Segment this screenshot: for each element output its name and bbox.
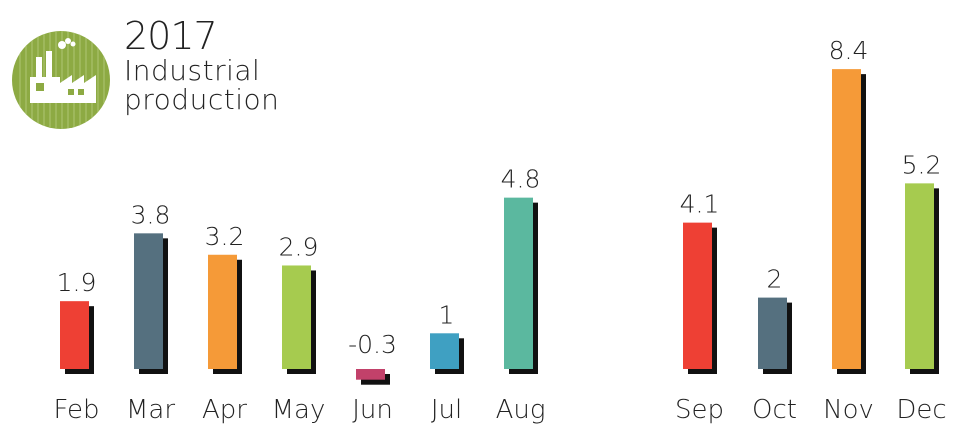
- bar-may: [282, 265, 311, 369]
- category-label-jul: Jul: [431, 395, 462, 425]
- title-block: 2017 Industrial production: [124, 16, 279, 114]
- category-label-mar: Mar: [126, 395, 175, 425]
- value-label-jul: 1: [439, 300, 455, 329]
- value-label-sep: 4.1: [680, 190, 720, 219]
- logo: [12, 31, 110, 129]
- category-label-jun: Jun: [352, 395, 393, 425]
- category-label-nov: Nov: [823, 395, 874, 425]
- value-label-oct: 2: [767, 265, 783, 294]
- category-label-sep: Sep: [675, 395, 724, 425]
- value-label-feb: 1.9: [57, 268, 97, 297]
- value-label-aug: 4.8: [501, 165, 541, 194]
- category-label-may: May: [272, 395, 326, 425]
- bar-apr: [208, 254, 237, 369]
- category-label-apr: Apr: [202, 395, 247, 425]
- bar-aug: [504, 197, 533, 369]
- bar-oct: [758, 297, 787, 369]
- category-label-oct: Oct: [752, 395, 797, 425]
- category-label-dec: Dec: [896, 395, 946, 425]
- category-label-feb: Feb: [53, 395, 99, 425]
- value-label-jun: -0.3: [348, 330, 397, 359]
- bar-nov: [832, 69, 861, 370]
- value-label-nov: 8.4: [829, 36, 869, 65]
- value-label-may: 2.9: [279, 232, 319, 261]
- bar-sep: [683, 222, 712, 369]
- factory-icon: [12, 31, 110, 129]
- title-line-2: production: [124, 83, 280, 116]
- value-label-mar: 3.8: [131, 200, 171, 229]
- bar-dec: [905, 183, 934, 369]
- title-year: 2017: [124, 14, 218, 58]
- title-line-1: Industrial: [124, 54, 261, 87]
- category-label-aug: Aug: [496, 395, 546, 425]
- bar-feb: [60, 301, 89, 369]
- bar-jul: [430, 333, 459, 369]
- value-label-dec: 5.2: [902, 150, 942, 179]
- value-label-apr: 3.2: [205, 222, 245, 251]
- bar-mar: [134, 233, 163, 369]
- bar-jun: [356, 369, 385, 380]
